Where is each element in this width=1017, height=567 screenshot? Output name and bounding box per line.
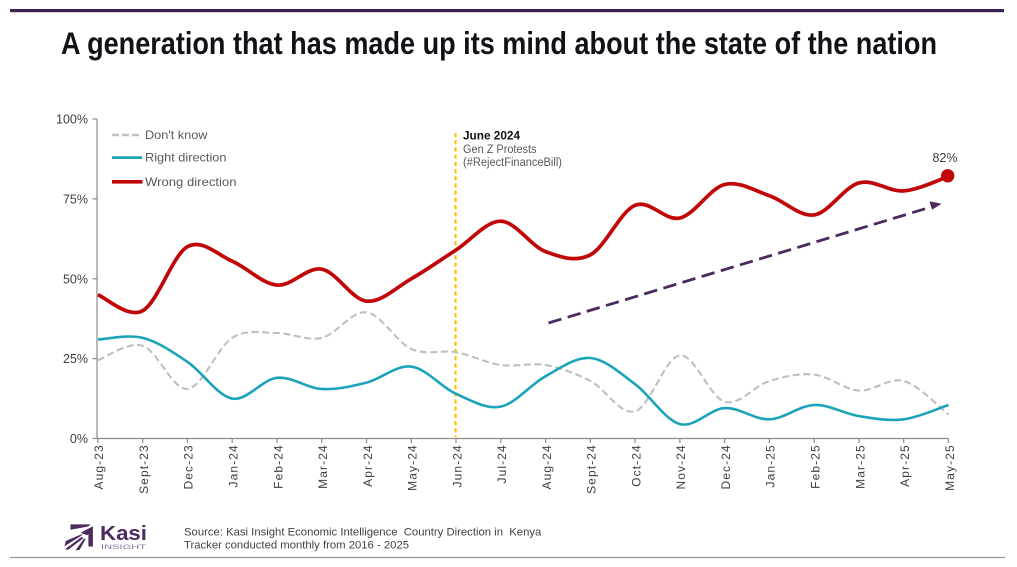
svg-text:Tracker conducted monthly from: Tracker conducted monthly from 2016 - 20… xyxy=(184,540,409,552)
svg-text:June 2024: June 2024 xyxy=(463,131,521,143)
svg-text:Aug-23: Aug-23 xyxy=(92,444,106,489)
svg-text:75%: 75% xyxy=(63,192,88,206)
svg-text:Sept-23: Sept-23 xyxy=(137,444,151,494)
svg-text:Mar-25: Mar-25 xyxy=(853,444,867,489)
svg-text:100%: 100% xyxy=(56,113,88,127)
svg-text:Don't know: Don't know xyxy=(145,128,208,142)
svg-text:Gen Z Protests: Gen Z Protests xyxy=(463,144,537,156)
svg-text:25%: 25% xyxy=(63,352,88,366)
svg-text:0%: 0% xyxy=(70,432,88,446)
svg-text:Apr-25: Apr-25 xyxy=(898,444,912,487)
svg-text:Sept-24: Sept-24 xyxy=(585,444,599,494)
svg-text:Oct-24: Oct-24 xyxy=(629,444,643,487)
svg-text:INSIGHT: INSIGHT xyxy=(101,544,146,551)
svg-text:Apr-24: Apr-24 xyxy=(361,444,375,487)
svg-text:Jul-24: Jul-24 xyxy=(495,444,509,483)
svg-text:May-25: May-25 xyxy=(943,444,957,491)
svg-text:82%: 82% xyxy=(932,151,957,165)
svg-text:Jun-24: Jun-24 xyxy=(450,444,464,487)
svg-text:Dec-24: Dec-24 xyxy=(719,444,733,489)
svg-text:A generation that has made up: A generation that has made up its mind a… xyxy=(61,25,937,61)
svg-text:Jan-24: Jan-24 xyxy=(227,444,241,487)
svg-text:(#RejectFinanceBill): (#RejectFinanceBill) xyxy=(463,157,562,169)
svg-text:Feb-25: Feb-25 xyxy=(809,444,823,489)
svg-text:50%: 50% xyxy=(63,272,88,286)
svg-text:Feb-24: Feb-24 xyxy=(271,444,285,489)
svg-text:Aug-24: Aug-24 xyxy=(540,444,554,489)
svg-text:Nov-24: Nov-24 xyxy=(674,444,688,489)
svg-text:Mar-24: Mar-24 xyxy=(316,444,330,489)
svg-text:Jan-25: Jan-25 xyxy=(764,444,778,487)
svg-text:May-24: May-24 xyxy=(406,444,420,491)
svg-text:Right direction: Right direction xyxy=(145,151,227,165)
svg-text:Kasi: Kasi xyxy=(100,522,147,545)
svg-text:Dec-23: Dec-23 xyxy=(182,444,196,489)
svg-text:Source: Kasi Insight Economic: Source: Kasi Insight Economic Intelligen… xyxy=(184,527,542,539)
svg-text:Wrong direction: Wrong direction xyxy=(145,175,237,189)
